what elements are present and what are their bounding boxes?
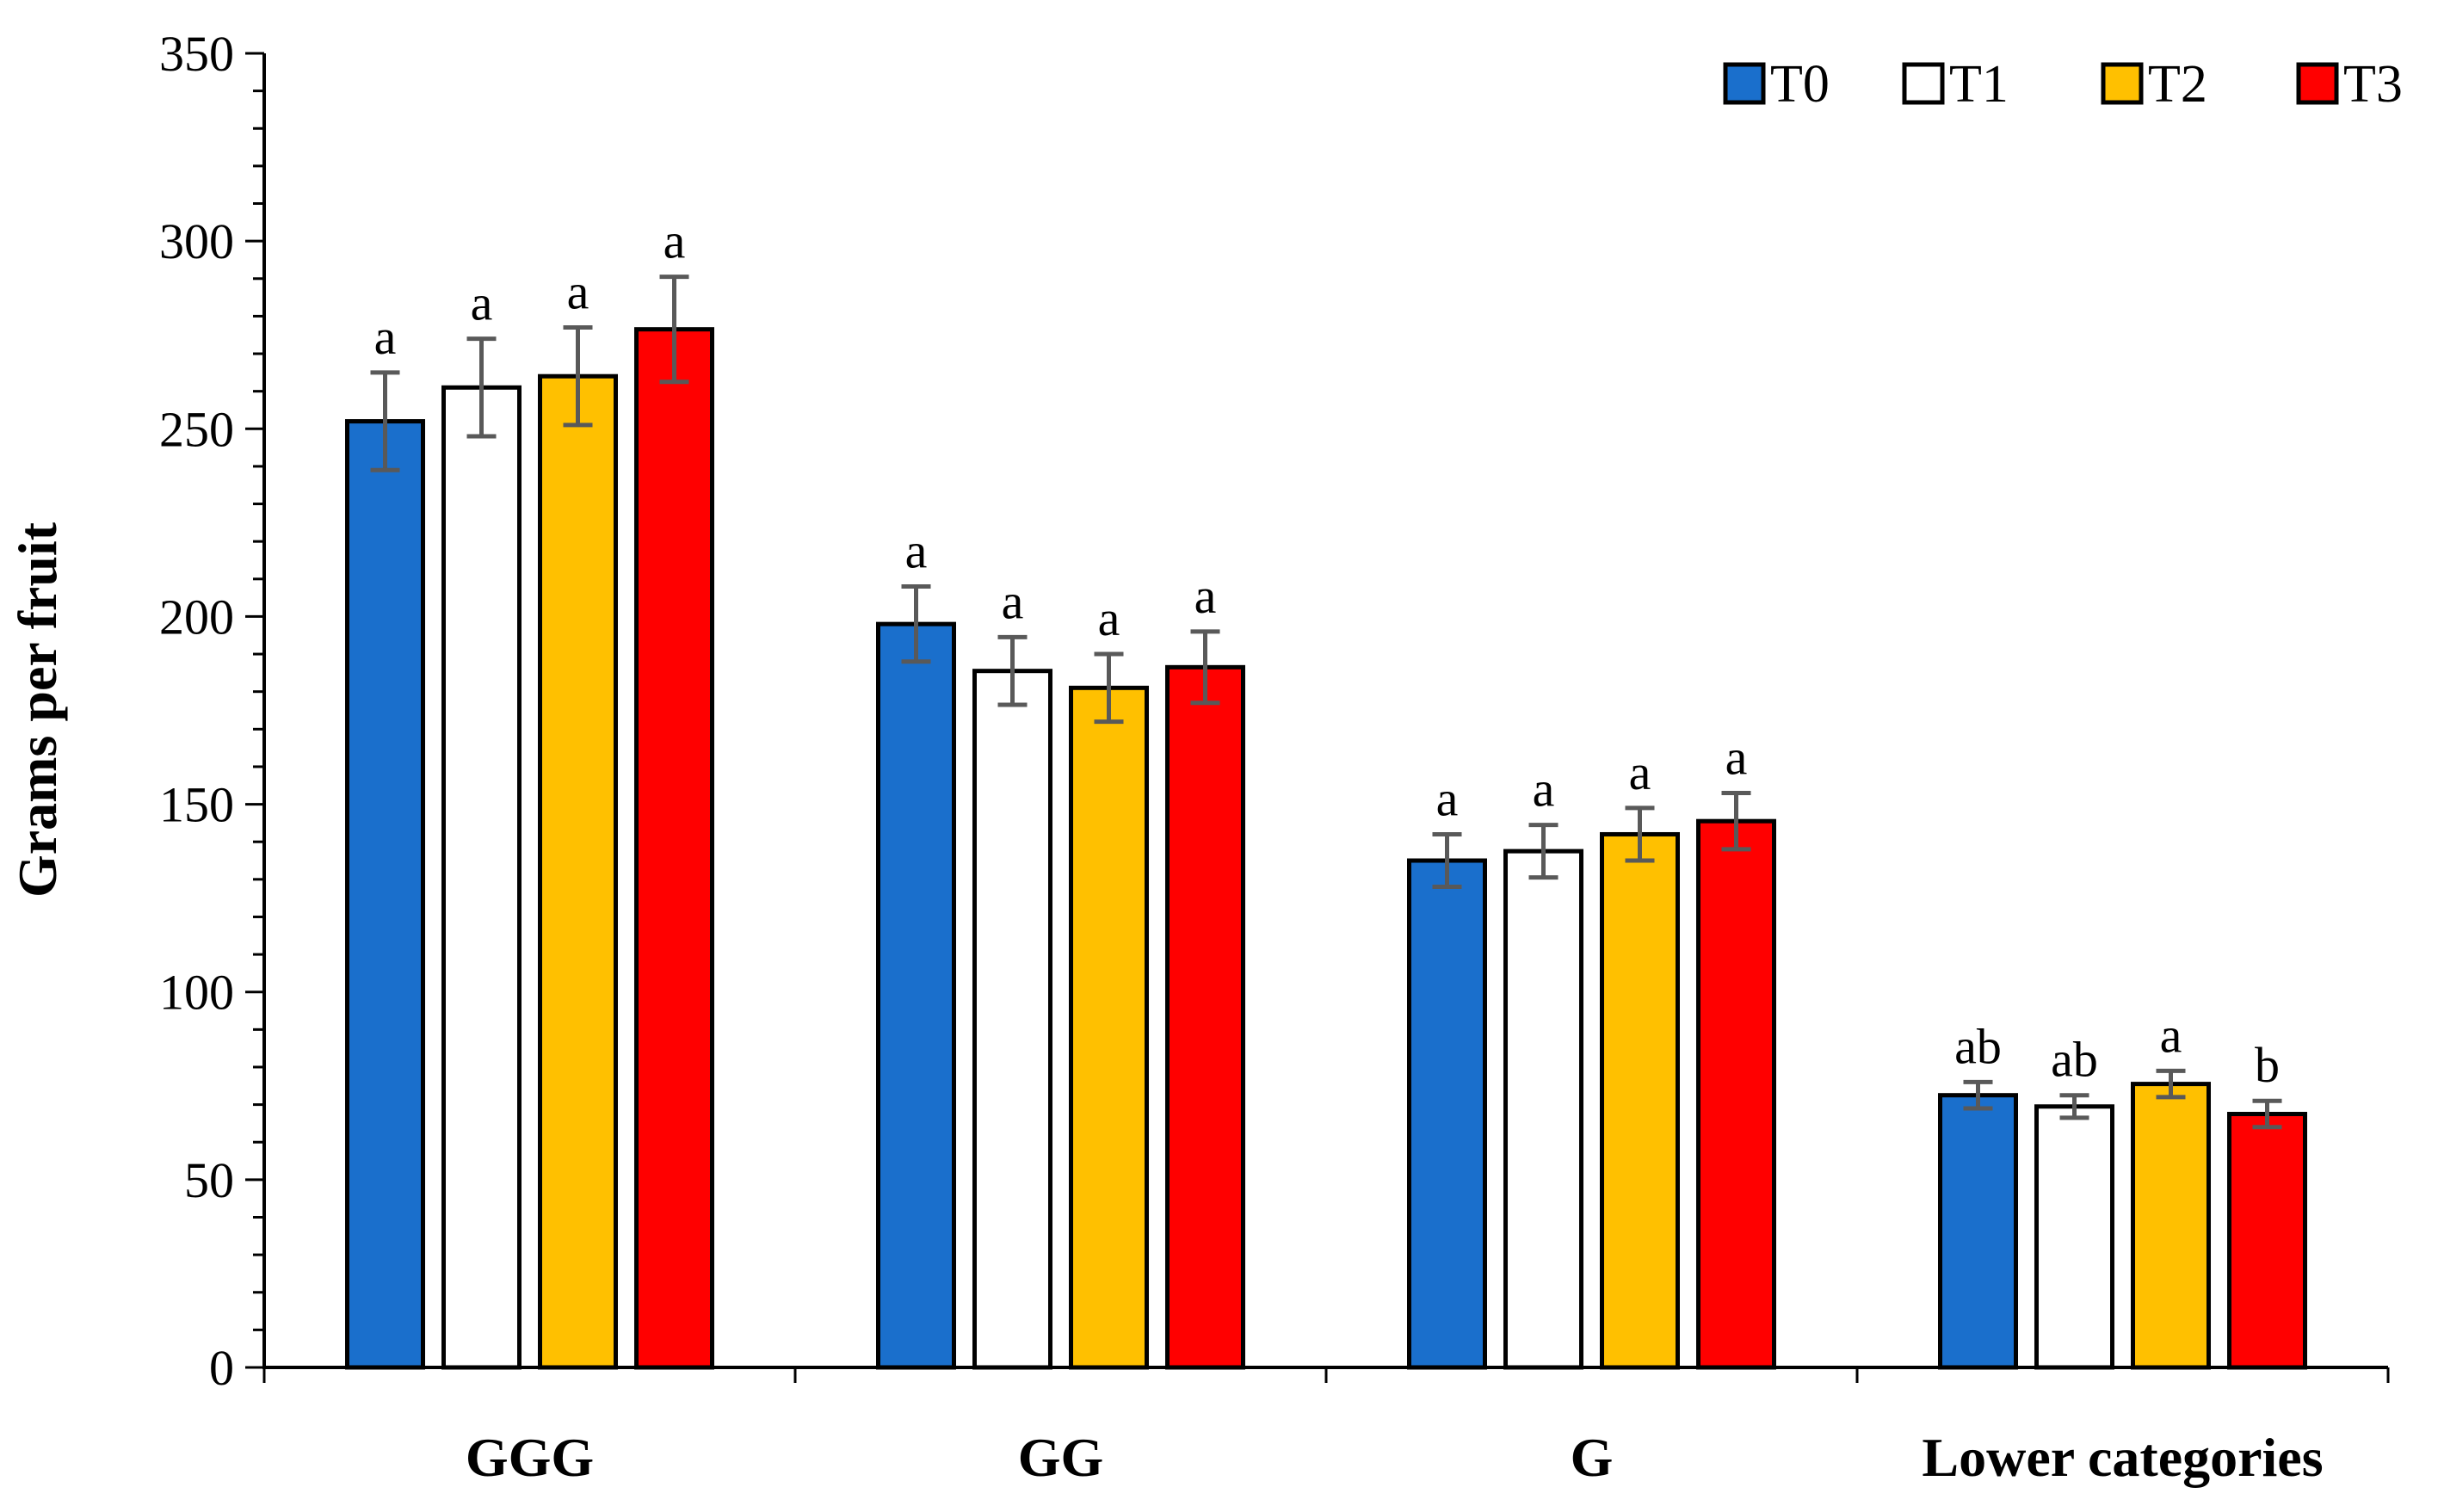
plot-area: 0 50 100 150 200 250 300 350 a a a a GGG a a a a GG a a a a Ga… bbox=[159, 26, 2390, 1488]
y-tick-label: 200 bbox=[159, 589, 234, 645]
bar-t0 bbox=[1407, 858, 1487, 1370]
x-category-label: Lower categories bbox=[1922, 1427, 2323, 1488]
x-category-label: GG bbox=[1018, 1427, 1104, 1488]
significance-letter: a bbox=[1629, 744, 1651, 800]
bar-t0 bbox=[1938, 1093, 2018, 1370]
bar-t0 bbox=[345, 419, 425, 1370]
y-tick-label: 100 bbox=[159, 965, 234, 1021]
legend-label-t0: T0 bbox=[1770, 55, 1830, 114]
bar-t2 bbox=[538, 373, 618, 1370]
bar-t2 bbox=[1600, 831, 1680, 1370]
y-tick-label: 300 bbox=[159, 213, 234, 269]
y-tick-label: 50 bbox=[184, 1152, 234, 1208]
bar-t3 bbox=[2227, 1112, 2307, 1370]
legend-swatch-t1 bbox=[1902, 62, 1945, 105]
y-tick-label: 0 bbox=[209, 1340, 234, 1396]
significance-letter: a bbox=[1436, 770, 1459, 826]
significance-letter: a bbox=[471, 275, 493, 331]
significance-letter: a bbox=[905, 523, 928, 579]
legend: T0 T1 T2 T3 bbox=[1723, 55, 2403, 114]
significance-letter: a bbox=[1194, 568, 1217, 624]
significance-letter: a bbox=[1533, 762, 1555, 818]
bar-t2 bbox=[2131, 1082, 2211, 1370]
y-tick-label: 350 bbox=[159, 26, 234, 82]
significance-letter: a bbox=[664, 213, 686, 269]
bar-t1 bbox=[1503, 849, 1583, 1370]
legend-swatch-t3 bbox=[2296, 62, 2339, 105]
significance-letter: a bbox=[1098, 590, 1120, 646]
significance-letter: ab bbox=[1954, 1018, 2002, 1074]
significance-letter: a bbox=[374, 309, 397, 365]
significance-letter: a bbox=[1002, 573, 1024, 629]
legend-label-t2: T2 bbox=[2148, 55, 2207, 114]
x-category-label: GGG bbox=[466, 1427, 594, 1488]
significance-letter: a bbox=[2160, 1007, 2182, 1063]
bar-t3 bbox=[1696, 818, 1776, 1370]
legend-swatch-t2 bbox=[2101, 62, 2144, 105]
bar-t1 bbox=[441, 385, 522, 1370]
significance-letter: ab bbox=[2051, 1032, 2098, 1088]
bar-t0 bbox=[876, 621, 956, 1370]
bar-t3 bbox=[1165, 664, 1245, 1370]
y-tick-label: 150 bbox=[159, 777, 234, 833]
significance-letter: a bbox=[567, 263, 589, 319]
y-axis-title: Grams per fruit bbox=[7, 521, 68, 898]
significance-letter: b bbox=[2255, 1037, 2280, 1093]
bar-t1 bbox=[2034, 1104, 2114, 1370]
legend-label-t3: T3 bbox=[2343, 55, 2403, 114]
x-category-label: G bbox=[1571, 1427, 1614, 1488]
legend-swatch-t0 bbox=[1723, 62, 1766, 105]
bar-t1 bbox=[972, 669, 1052, 1370]
legend-label-t1: T1 bbox=[1949, 55, 2009, 114]
significance-letter: a bbox=[1725, 729, 1748, 785]
bar-t2 bbox=[1069, 685, 1149, 1370]
bar-t3 bbox=[634, 327, 714, 1370]
y-tick-label: 250 bbox=[159, 401, 234, 457]
